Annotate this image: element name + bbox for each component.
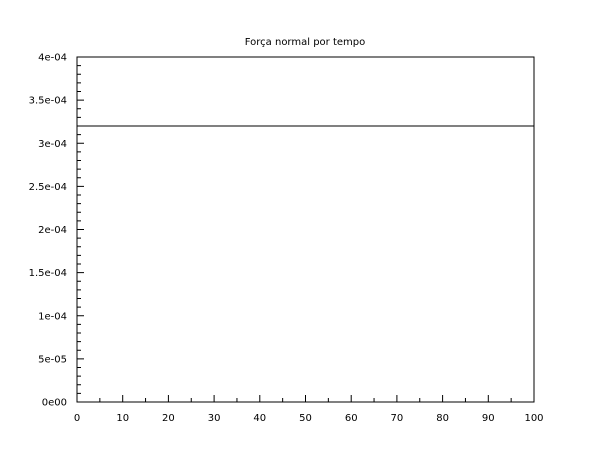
x-tick-label: 80: [436, 413, 449, 424]
y-axis: 0e00 5e-05 1e-04 1.5e-04 2e-04 2.5e-04 3e-04 3.…: [29, 53, 84, 409]
x-tick-label: 70: [391, 413, 404, 424]
plot-frame: [76, 56, 535, 403]
x-tick-label: 40: [253, 413, 266, 424]
x-tick-label: 60: [345, 413, 358, 424]
y-tick-label: 4e-04: [38, 53, 67, 64]
y-tick-label: 1.5e-04: [29, 268, 67, 279]
x-tick-label: 90: [482, 413, 495, 424]
y-tick-label: 3e-04: [38, 139, 67, 150]
y-tick-label: 3.5e-04: [29, 96, 67, 107]
y-tick-label: 1e-04: [38, 311, 67, 322]
x-tick-label: 50: [299, 413, 312, 424]
x-tick-label: 0: [74, 413, 80, 424]
chart-title: Força normal por tempo: [245, 37, 365, 48]
y-tick-label: 5e-05: [38, 354, 67, 365]
x-tick-label: 30: [208, 413, 221, 424]
x-axis: 0 10 20 30 40 50 60 70 80 90 100: [74, 395, 544, 424]
y-tick-label: 0e00: [42, 398, 67, 409]
y-tick-label: 2e-04: [38, 225, 67, 236]
x-tick-label: 20: [162, 413, 175, 424]
x-tick-label: 100: [524, 413, 543, 424]
x-tick-label: 10: [116, 413, 129, 424]
y-tick-label: 2.5e-04: [29, 182, 67, 193]
